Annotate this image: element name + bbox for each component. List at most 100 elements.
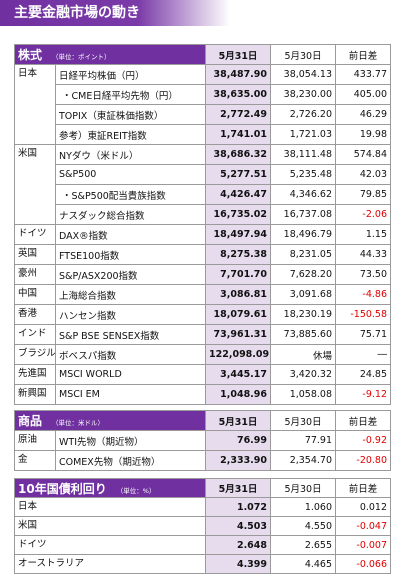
value: 42.03 bbox=[335, 164, 392, 185]
data-row: 日本 日経平均株価（円） 38,487.90 38,054.13 433.77 bbox=[14, 64, 392, 145]
value: 75.71 bbox=[335, 324, 392, 345]
index-name: ボベスパ指数 bbox=[54, 344, 207, 365]
column-header: 前日差 bbox=[335, 44, 392, 65]
index-name: MSCI EM bbox=[54, 384, 207, 405]
data-row: 日本 1.072 1.060 0.012 bbox=[13, 497, 392, 517]
data-row: S&P500 5,277.51 5,235.48 42.03 bbox=[15, 164, 392, 185]
value: 1,048.96 bbox=[205, 384, 272, 405]
section-header: 10年国債利回り （単位：%） bbox=[13, 478, 207, 498]
data-row: ・S&P500配当貴族指数 4,426.47 4,346.62 79.85 bbox=[15, 184, 392, 205]
index-name: 上海総合指数 bbox=[54, 284, 207, 305]
data-row: 金 COMEX先物（期近物） 2,333.90 2,354.70 -20.80 bbox=[14, 450, 392, 471]
data-table: 商品 （単位：米ドル） 5月31日 5月30日 前日差 原油 WTI先物（期近物） 76.99… bbox=[13, 410, 392, 471]
header-row: 商品 （単位：米ドル） 5月31日 5月30日 前日差 bbox=[13, 410, 392, 431]
section-label: 商品 bbox=[18, 414, 43, 428]
value: 18,230.19 bbox=[270, 304, 337, 325]
value: -2.06 bbox=[335, 204, 392, 225]
data-table: 株式 （単位：ポイント） 5月31日 5月30日 前日差 日本 日経平均株価（円） 38,48… bbox=[13, 44, 392, 405]
value: 46.29 bbox=[335, 104, 392, 125]
value: 2,354.70 bbox=[270, 450, 337, 471]
region: インド bbox=[14, 324, 56, 345]
value: 7,701.70 bbox=[205, 264, 272, 285]
section-header: 株式 （単位：ポイント） bbox=[13, 44, 207, 65]
value: 5,277.51 bbox=[205, 164, 272, 185]
value: 2.655 bbox=[270, 535, 337, 555]
value: 2,772.49 bbox=[205, 104, 272, 125]
page-title: 主要金融市場の動き bbox=[0, 0, 230, 26]
section-unit: （単位：ポイント） bbox=[52, 53, 111, 61]
value: 3,420.32 bbox=[270, 364, 337, 385]
data-table: 10年国債利回り （単位：%） 5月31日 5月30日 前日差 日本 1.072 1.060 0… bbox=[13, 478, 392, 574]
section-label: 10年国債利回り bbox=[18, 481, 107, 496]
value: 4.503 bbox=[205, 516, 272, 536]
value: 38,635.00 bbox=[205, 84, 272, 105]
value: 79.85 bbox=[335, 184, 392, 205]
value: 7,628.20 bbox=[270, 264, 337, 285]
value: 405.00 bbox=[335, 84, 392, 105]
value: 73,885.60 bbox=[270, 324, 337, 345]
value: 24.85 bbox=[335, 364, 392, 385]
value: 122,098.09 bbox=[205, 344, 272, 365]
index-name: 参考）東証REIT指数 bbox=[54, 124, 207, 145]
value: 2,726.20 bbox=[270, 104, 337, 125]
index-name: COMEX先物（期近物） bbox=[54, 450, 207, 471]
section-label: 株式 bbox=[18, 48, 43, 62]
column-header: 5月30日 bbox=[270, 410, 337, 431]
value: 73,961.31 bbox=[205, 324, 272, 345]
region: 米国 bbox=[14, 144, 56, 225]
data-row: インド S&P BSE SENSEX指数 73,961.31 73,885.60 75.… bbox=[14, 324, 392, 345]
value: -0.066 bbox=[335, 554, 392, 574]
data-row: ドイツ DAX®指数 18,497.94 18,496.79 1.15 bbox=[14, 224, 392, 245]
data-row: 米国 4.503 4.550 -0.047 bbox=[13, 516, 392, 536]
index-name: NYダウ（米ドル） bbox=[54, 144, 207, 165]
value: 3,445.17 bbox=[205, 364, 272, 385]
region: 中国 bbox=[14, 284, 56, 305]
value: 18,497.94 bbox=[205, 224, 272, 245]
value: 38,054.13 bbox=[270, 64, 337, 85]
index-name: ・S&P500配当貴族指数 bbox=[54, 184, 207, 205]
index-name: ハンセン指数 bbox=[54, 304, 207, 325]
region: 先進国 bbox=[14, 364, 56, 385]
column-header: 5月30日 bbox=[270, 478, 337, 498]
data-row: ドイツ 2.648 2.655 -0.007 bbox=[13, 535, 392, 555]
value: 1,741.01 bbox=[205, 124, 272, 145]
value: 1.060 bbox=[270, 497, 337, 517]
value: -0.007 bbox=[335, 535, 392, 555]
index-name: 日経平均株価（円） bbox=[54, 64, 207, 85]
header-row: 株式 （単位：ポイント） 5月31日 5月30日 前日差 bbox=[13, 44, 392, 65]
column-header: 前日差 bbox=[335, 478, 392, 498]
value: 38,230.00 bbox=[270, 84, 337, 105]
value: 0.012 bbox=[335, 497, 392, 517]
value: 3,086.81 bbox=[205, 284, 272, 305]
value: 4.465 bbox=[270, 554, 337, 574]
column-header: 5月30日 bbox=[270, 44, 337, 65]
index-name: DAX®指数 bbox=[54, 224, 207, 245]
value: 38,487.90 bbox=[205, 64, 272, 85]
value: 2,333.90 bbox=[205, 450, 272, 471]
value: -20.80 bbox=[335, 450, 392, 471]
data-row: 原油 WTI先物（期近物） 76.99 77.91 -0.92 bbox=[14, 430, 392, 451]
data-row: 新興国 MSCI EM 1,048.96 1,058.08 -9.12 bbox=[14, 384, 392, 405]
data-row: 英国 FTSE100指数 8,275.38 8,231.05 44.33 bbox=[14, 244, 392, 265]
region: オーストラリア bbox=[13, 554, 207, 574]
value: -0.047 bbox=[335, 516, 392, 536]
data-row: 中国 上海総合指数 3,086.81 3,091.68 -4.86 bbox=[14, 284, 392, 305]
value: 2.648 bbox=[205, 535, 272, 555]
value: 19.98 bbox=[335, 124, 392, 145]
data-row: 米国 NYダウ（米ドル） 38,686.32 38,111.48 574.84 bbox=[14, 144, 392, 225]
column-header: 5月31日 bbox=[205, 478, 272, 498]
region: 金 bbox=[14, 450, 56, 471]
region: 日本 bbox=[13, 497, 207, 517]
index-name: TOPIX（東証株価指数） bbox=[54, 104, 207, 125]
index-name: S&P BSE SENSEX指数 bbox=[54, 324, 207, 345]
value: 1,721.03 bbox=[270, 124, 337, 145]
data-row: オーストラリア 4.399 4.465 -0.066 bbox=[13, 554, 392, 574]
value: 3,091.68 bbox=[270, 284, 337, 305]
index-name: S&P/ASX200指数 bbox=[54, 264, 207, 285]
index-name: MSCI WORLD bbox=[54, 364, 207, 385]
region: ドイツ bbox=[13, 535, 207, 555]
region: 豪州 bbox=[14, 264, 56, 285]
index-name: FTSE100指数 bbox=[54, 244, 207, 265]
header-row: 10年国債利回り （単位：%） 5月31日 5月30日 前日差 bbox=[13, 478, 392, 498]
